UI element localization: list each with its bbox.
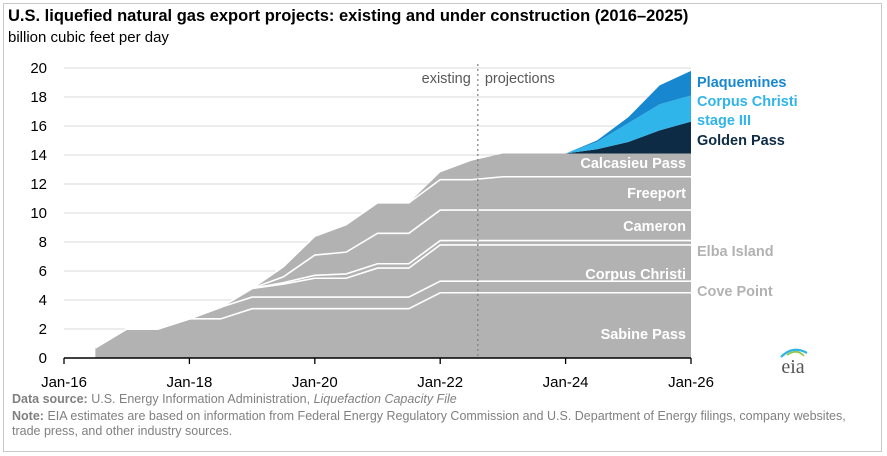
area-corpus-christi-stage-iii [565,95,691,154]
area-plaquemines [565,70,691,154]
data-source: Data source: U.S. Energy Information Adm… [12,392,872,407]
x-tick-label-2018: Jan-18 [166,374,212,391]
eia-logo: eia [780,348,808,378]
note-label: Note: [12,409,44,423]
source-text: U.S. Energy Information Administration, [91,392,311,406]
series-label-corpus-christi: Corpus Christi [585,267,686,283]
y-tick-label-4: 4 [39,292,47,309]
series-label-cameron: Cameron [623,219,686,235]
region-label-existing: existing [422,71,471,87]
area-cameron [95,210,692,348]
y-tick-label-14: 14 [30,147,47,164]
area-golden-pass [565,121,691,154]
series-label-elba-island: Elba Island [697,244,774,260]
x-tick-label-2026: Jan-26 [668,374,714,391]
series-label-sabine-pass: Sabine Pass [601,327,686,343]
y-tick-label-20: 20 [30,60,47,77]
chart-title: U.S. liquefied natural gas export projec… [8,7,689,25]
series-label-calcasieu-pass: Calcasieu Pass [580,156,686,172]
area-calcasieu-pass [95,153,692,348]
series-label-plaquemines: Plaquemines [697,75,786,91]
x-tick-label-2020: Jan-20 [292,374,338,391]
area-freeport [95,176,692,348]
source-file: Liquefaction Capacity File [313,392,457,406]
series-label-corpus-christi-stage-iii-line2: stage III [697,113,751,129]
y-tick-label-8: 8 [39,234,47,251]
note-text: EIA estimates are based on information f… [12,409,846,438]
eia-logo-text: eia [781,356,804,378]
area-sabine-pass [95,292,692,358]
x-tick-label-2024: Jan-24 [543,374,589,391]
eia-logo-arc-green-icon [786,350,805,357]
x-tick-label-2022: Jan-22 [417,374,463,391]
y-tick-label-16: 16 [30,118,47,135]
footnote: Note: EIA estimates are based on informa… [12,409,872,439]
series-label-corpus-christi-stage-iii-line1: Corpus Christi [697,94,798,110]
y-tick-label-0: 0 [39,350,47,367]
series-label-freeport: Freeport [627,186,686,202]
separator-line-6 [94,175,691,349]
y-tick-label-10: 10 [30,205,47,222]
separator-line-1 [94,291,691,349]
y-tick-label-2: 2 [39,321,47,338]
area-cove-point [95,281,692,348]
eia-logo-arc-icon [780,348,808,358]
x-tick-label-2016: Jan-16 [41,374,87,391]
region-label-projections: projections [485,71,555,87]
y-tick-label-6: 6 [39,263,47,280]
y-tick-label-12: 12 [30,176,47,193]
series-label-golden-pass: Golden Pass [697,133,785,149]
figure-frame [3,3,882,452]
source-label: Data source: [12,392,88,406]
series-label-cove-point: Cove Point [697,284,773,300]
y-axis-unit-label: billion cubic feet per day [8,29,169,46]
y-tick-label-18: 18 [30,89,47,106]
